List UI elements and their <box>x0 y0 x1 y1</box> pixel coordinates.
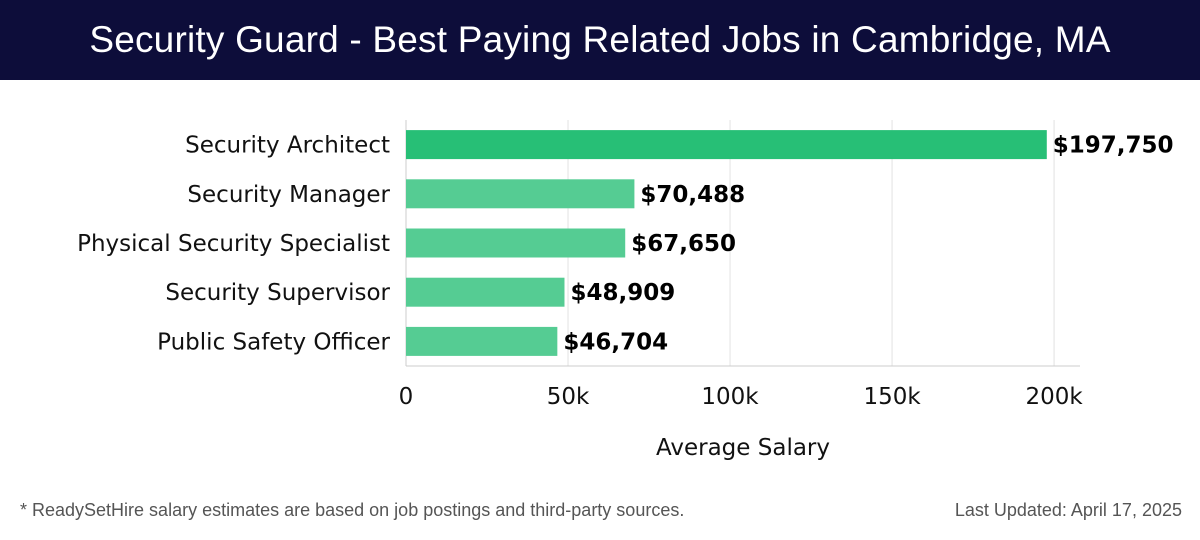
bar <box>406 179 635 209</box>
category-label: Physical Security Specialist <box>77 231 390 257</box>
value-label: $48,909 <box>570 280 675 306</box>
footnote: * ReadySetHire salary estimates are base… <box>20 500 685 520</box>
value-label: $46,704 <box>563 329 668 355</box>
bar <box>406 130 1047 160</box>
labels: 0 50k 100k 150k 200k Security Architect $197,7… <box>77 133 1173 410</box>
category-label: Security Architect <box>185 133 390 159</box>
gridlines <box>405 120 1080 367</box>
category-label: Security Manager <box>187 182 390 208</box>
value-label: $70,488 <box>640 182 745 208</box>
category-label: Public Safety Officer <box>157 329 390 355</box>
bar <box>406 326 558 356</box>
last-updated: Last Updated: April 17, 2025 <box>954 500 1182 520</box>
category-label: Security Supervisor <box>165 280 390 306</box>
x-tick-label: 50k <box>547 384 590 410</box>
x-axis-title: Average Salary <box>656 435 830 461</box>
x-tick-label: 100k <box>701 384 759 410</box>
x-tick-label: 0 <box>399 384 414 410</box>
bar <box>406 277 565 307</box>
bar-chart: 0 50k 100k 150k 200k Security Architect $197,7… <box>77 120 1174 461</box>
bar <box>406 228 626 258</box>
value-label: $197,750 <box>1053 133 1174 159</box>
chart-title: Security Guard - Best Paying Related Job… <box>0 0 1200 80</box>
x-tick-label: 200k <box>1025 384 1083 410</box>
value-label: $67,650 <box>631 231 736 257</box>
x-tick-label: 150k <box>863 384 921 410</box>
bars <box>406 130 1047 356</box>
